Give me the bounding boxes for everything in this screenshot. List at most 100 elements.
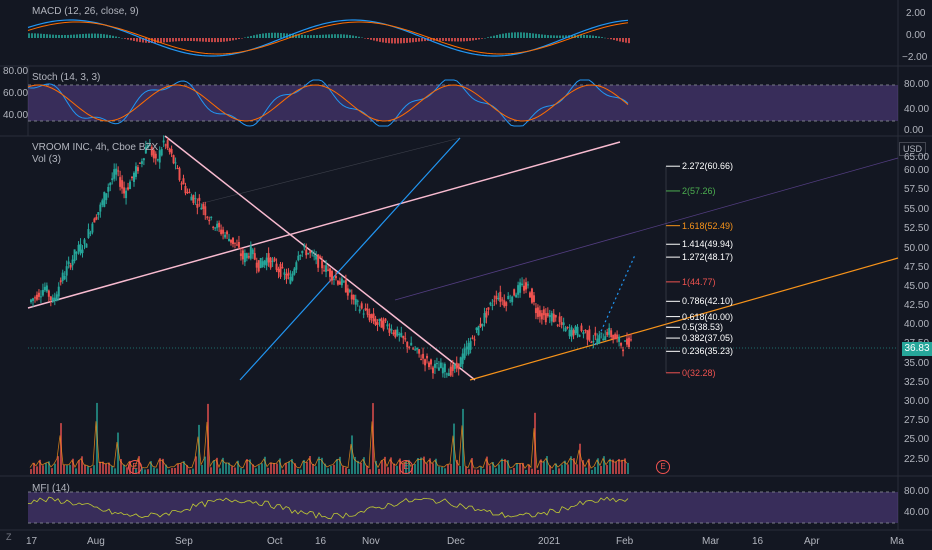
fib-level-label: 0.5(38.53) bbox=[682, 322, 724, 333]
candle bbox=[45, 285, 48, 292]
stoch-left-axis-label: 60.00 bbox=[3, 88, 29, 99]
volume-bar bbox=[216, 457, 218, 474]
volume-bar bbox=[171, 467, 173, 474]
candle bbox=[424, 359, 427, 366]
earnings-marker[interactable]: E bbox=[656, 460, 670, 474]
zoom-button[interactable]: Z bbox=[6, 532, 12, 542]
macd-signal-line bbox=[27, 21, 629, 55]
trendline-blue bbox=[239, 137, 461, 381]
volume-bar bbox=[435, 458, 437, 474]
volume-bar bbox=[573, 458, 575, 474]
macd-histogram-bar bbox=[610, 38, 612, 40]
volume-bar bbox=[228, 462, 230, 474]
candle bbox=[534, 308, 537, 314]
macd-histogram-bar bbox=[28, 33, 30, 38]
volume-bar bbox=[492, 462, 494, 474]
candle bbox=[210, 216, 213, 218]
volume-bar bbox=[108, 462, 110, 474]
candle bbox=[410, 342, 413, 346]
candle bbox=[431, 367, 434, 374]
candle bbox=[95, 216, 98, 220]
volume-bar bbox=[546, 456, 548, 474]
macd-histogram-bar bbox=[322, 34, 324, 38]
macd-histogram-bar bbox=[340, 34, 342, 38]
macd-histogram-bar bbox=[238, 38, 240, 40]
macd-histogram-bar bbox=[496, 34, 498, 38]
macd-histogram-bar bbox=[103, 34, 105, 38]
macd-histogram-bar bbox=[331, 34, 333, 38]
candle bbox=[146, 145, 149, 149]
candle bbox=[546, 313, 549, 317]
stoch-right-axis-label: 0.00 bbox=[904, 125, 924, 136]
candle bbox=[495, 295, 498, 300]
earnings-marker[interactable]: E bbox=[399, 460, 413, 474]
candle bbox=[453, 364, 456, 369]
candle bbox=[305, 249, 308, 256]
channel-line-purple bbox=[394, 157, 899, 301]
macd-histogram-bar bbox=[571, 35, 573, 38]
candle bbox=[291, 273, 294, 281]
macd-axis-label: 2.00 bbox=[906, 8, 926, 19]
candle bbox=[515, 294, 518, 298]
candle bbox=[103, 192, 106, 207]
volume-bar bbox=[303, 459, 305, 474]
candle bbox=[376, 322, 379, 325]
earnings-marker[interactable]: E bbox=[128, 460, 142, 474]
macd-histogram-bar bbox=[64, 34, 66, 38]
candle bbox=[188, 191, 191, 193]
macd-histogram-bar bbox=[304, 35, 306, 38]
fib-level-label: 0.236(35.23) bbox=[682, 346, 734, 357]
macd-histogram-bar bbox=[70, 34, 72, 38]
macd-histogram-bar bbox=[52, 34, 54, 38]
macd-histogram-bar bbox=[178, 38, 180, 42]
macd-histogram-bar bbox=[547, 35, 549, 38]
volume-bar bbox=[33, 462, 35, 474]
macd-histogram-bar bbox=[34, 33, 36, 38]
volume-bar bbox=[72, 458, 74, 474]
volume-bar bbox=[42, 465, 44, 474]
macd-histogram-bar bbox=[445, 38, 447, 42]
volume-bar bbox=[552, 469, 554, 474]
volume-bar bbox=[147, 469, 149, 474]
volume-bar bbox=[510, 469, 512, 474]
candle bbox=[622, 349, 625, 352]
candle bbox=[471, 337, 474, 339]
candle bbox=[61, 272, 64, 281]
candle bbox=[156, 159, 159, 161]
macd-histogram-bar bbox=[472, 38, 474, 41]
macd-histogram-bar bbox=[223, 38, 225, 42]
volume-bar bbox=[105, 463, 107, 474]
volume-bar bbox=[267, 467, 269, 474]
candle bbox=[162, 140, 165, 143]
volume-bar bbox=[540, 459, 542, 474]
candle bbox=[226, 231, 229, 235]
candle bbox=[224, 234, 227, 238]
macd-histogram-bar bbox=[595, 36, 597, 38]
volume-bar bbox=[417, 458, 419, 474]
price-axis-label: 30.00 bbox=[904, 396, 930, 407]
candle bbox=[89, 232, 92, 234]
volume-bar bbox=[396, 465, 398, 474]
time-axis-label: Mar bbox=[702, 536, 720, 547]
macd-histogram-bar bbox=[166, 38, 168, 43]
symbol-title[interactable]: VROOM INC, 4h, Cboe BZX bbox=[32, 142, 159, 153]
volume-bar bbox=[111, 466, 113, 474]
macd-histogram-bar bbox=[358, 36, 360, 38]
macd-histogram-bar bbox=[280, 32, 282, 38]
macd-histogram-bar bbox=[310, 35, 312, 38]
currency-badge[interactable]: USD bbox=[898, 142, 926, 156]
volume-bar bbox=[291, 458, 293, 474]
fib-level-label: 2.272(60.66) bbox=[682, 161, 734, 172]
macd-histogram-bar bbox=[376, 38, 378, 42]
candle bbox=[572, 330, 575, 336]
candle bbox=[473, 339, 476, 341]
candle bbox=[465, 346, 468, 350]
candle bbox=[570, 327, 573, 337]
candle bbox=[344, 280, 347, 293]
macd-histogram-bar bbox=[598, 36, 600, 38]
macd-histogram-bar bbox=[553, 35, 555, 38]
candle bbox=[251, 249, 254, 255]
volume-bar bbox=[246, 459, 248, 474]
volume-bar bbox=[564, 460, 566, 474]
